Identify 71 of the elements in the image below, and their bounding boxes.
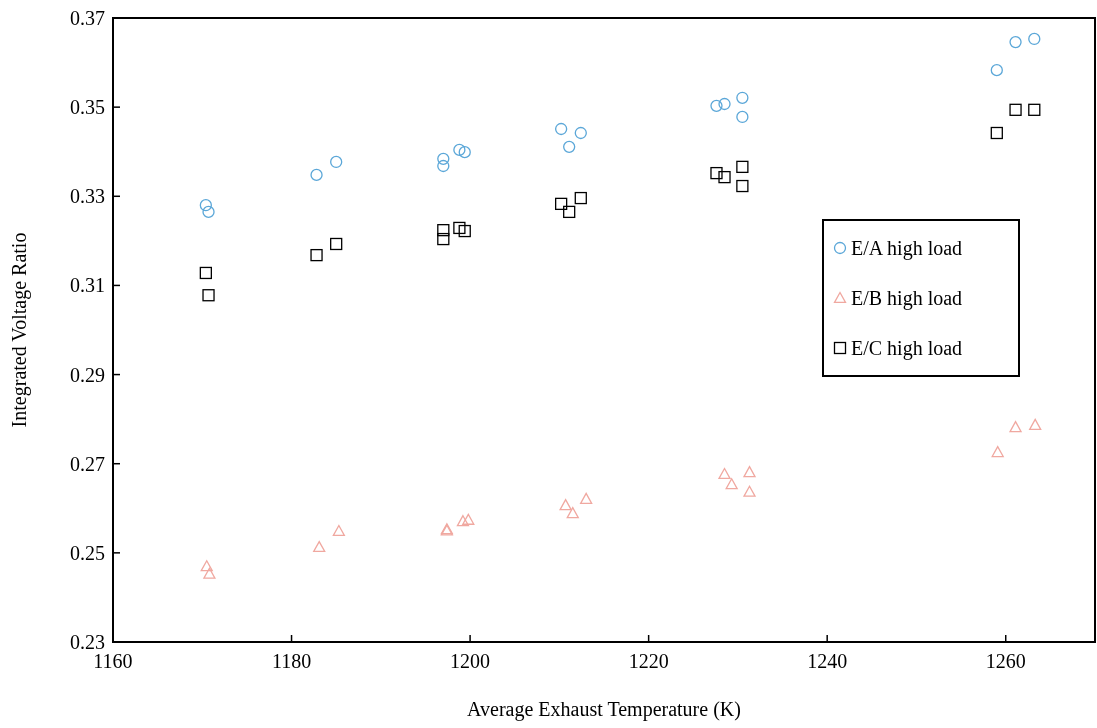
point xyxy=(990,126,1003,140)
point xyxy=(1029,418,1042,430)
point xyxy=(456,515,470,527)
point xyxy=(203,567,216,579)
point xyxy=(718,97,731,111)
point xyxy=(990,64,1003,77)
y-tick-label: 0.23 xyxy=(70,631,105,653)
point xyxy=(555,197,568,211)
point xyxy=(458,146,471,159)
point xyxy=(1028,32,1041,46)
point xyxy=(718,170,731,184)
point xyxy=(437,232,450,246)
point xyxy=(330,155,343,169)
x-axis-title: Average Exhaust Temperature (K) xyxy=(467,698,741,721)
point xyxy=(332,524,346,537)
x-tick-label: 1160 xyxy=(93,650,133,672)
y-tick-label: 0.27 xyxy=(70,452,105,475)
point xyxy=(310,248,323,262)
point xyxy=(574,191,587,205)
x-tick-label: 1180 xyxy=(271,650,312,672)
point xyxy=(313,540,326,553)
x-tick-label: 1200 xyxy=(450,650,491,672)
y-tick-label: 0.33 xyxy=(70,185,105,208)
point xyxy=(574,126,587,140)
point xyxy=(199,199,212,212)
point xyxy=(710,166,723,180)
point xyxy=(1009,421,1022,433)
point xyxy=(462,513,475,525)
legend-label: E/B high load xyxy=(851,287,963,310)
point xyxy=(1009,35,1022,49)
point xyxy=(559,499,572,511)
y-tick-label: 0.25 xyxy=(70,541,105,564)
y-tick-label: 0.37 xyxy=(70,7,105,29)
point xyxy=(453,221,466,235)
point xyxy=(310,168,323,182)
point xyxy=(725,478,738,490)
point xyxy=(710,99,723,112)
point xyxy=(1009,103,1022,116)
point xyxy=(555,122,568,136)
point xyxy=(566,507,579,519)
point xyxy=(743,466,756,478)
x-tick-label: 1240 xyxy=(807,650,848,672)
point xyxy=(736,160,749,174)
point xyxy=(743,485,756,497)
point xyxy=(199,266,212,280)
point xyxy=(736,110,749,124)
point xyxy=(453,143,466,157)
point xyxy=(718,467,731,480)
x-tick-label: 1220 xyxy=(628,650,669,672)
y-tick-label: 0.29 xyxy=(70,363,105,386)
point xyxy=(563,140,576,153)
point xyxy=(991,445,1004,458)
point xyxy=(202,205,215,219)
point xyxy=(200,560,213,572)
point xyxy=(563,205,576,219)
point xyxy=(202,289,215,302)
y-axis-title: Integrated Voltage Ratio xyxy=(8,232,31,428)
point xyxy=(437,159,450,173)
y-tick-label: 0.31 xyxy=(70,274,105,297)
point xyxy=(736,91,749,104)
point xyxy=(437,224,450,237)
legend-label: E/A high load xyxy=(851,237,963,260)
y-tick-label: 0.35 xyxy=(70,96,105,119)
point xyxy=(736,179,749,193)
point xyxy=(1028,103,1041,116)
point xyxy=(580,492,593,504)
legend-label: E/C high load xyxy=(851,337,963,360)
x-tick-label: 1260 xyxy=(985,650,1026,672)
point xyxy=(458,224,471,238)
point xyxy=(330,237,343,251)
point xyxy=(437,152,450,165)
